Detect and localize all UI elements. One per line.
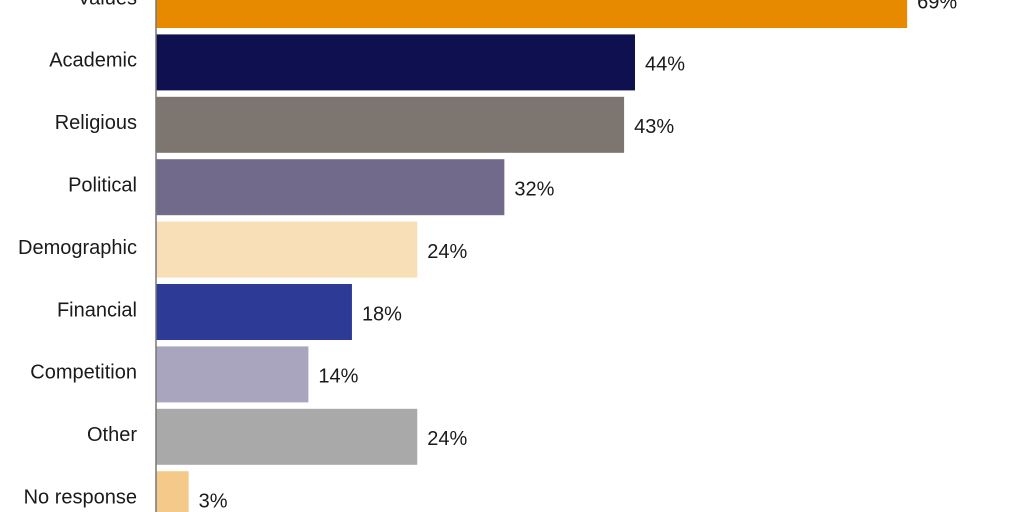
value-label: 24% [427, 241, 467, 263]
bar [156, 34, 635, 91]
category-label: Competition [30, 362, 137, 384]
category-label: Financial [57, 299, 137, 321]
category-label: Values [77, 0, 137, 9]
category-label: Religious [55, 112, 137, 134]
bar [156, 96, 625, 153]
value-label: 32% [514, 178, 554, 200]
value-label: 14% [318, 366, 358, 388]
bar [156, 221, 418, 278]
bar [156, 0, 908, 28]
bar [156, 284, 352, 340]
category-label: No response [24, 486, 137, 508]
bar [156, 408, 418, 465]
value-label: 43% [634, 116, 674, 138]
value-label: 44% [645, 54, 685, 76]
category-label: Academic [49, 50, 137, 72]
value-label: 3% [199, 490, 228, 512]
bar [156, 346, 309, 403]
category-label: Demographic [18, 237, 137, 259]
category-label: Political [68, 174, 137, 196]
value-label: 24% [427, 428, 467, 450]
bar [156, 159, 505, 216]
bar [156, 471, 189, 512]
category-label: Other [87, 424, 137, 446]
value-label: 18% [362, 303, 402, 325]
value-label: 69% [917, 0, 957, 13]
